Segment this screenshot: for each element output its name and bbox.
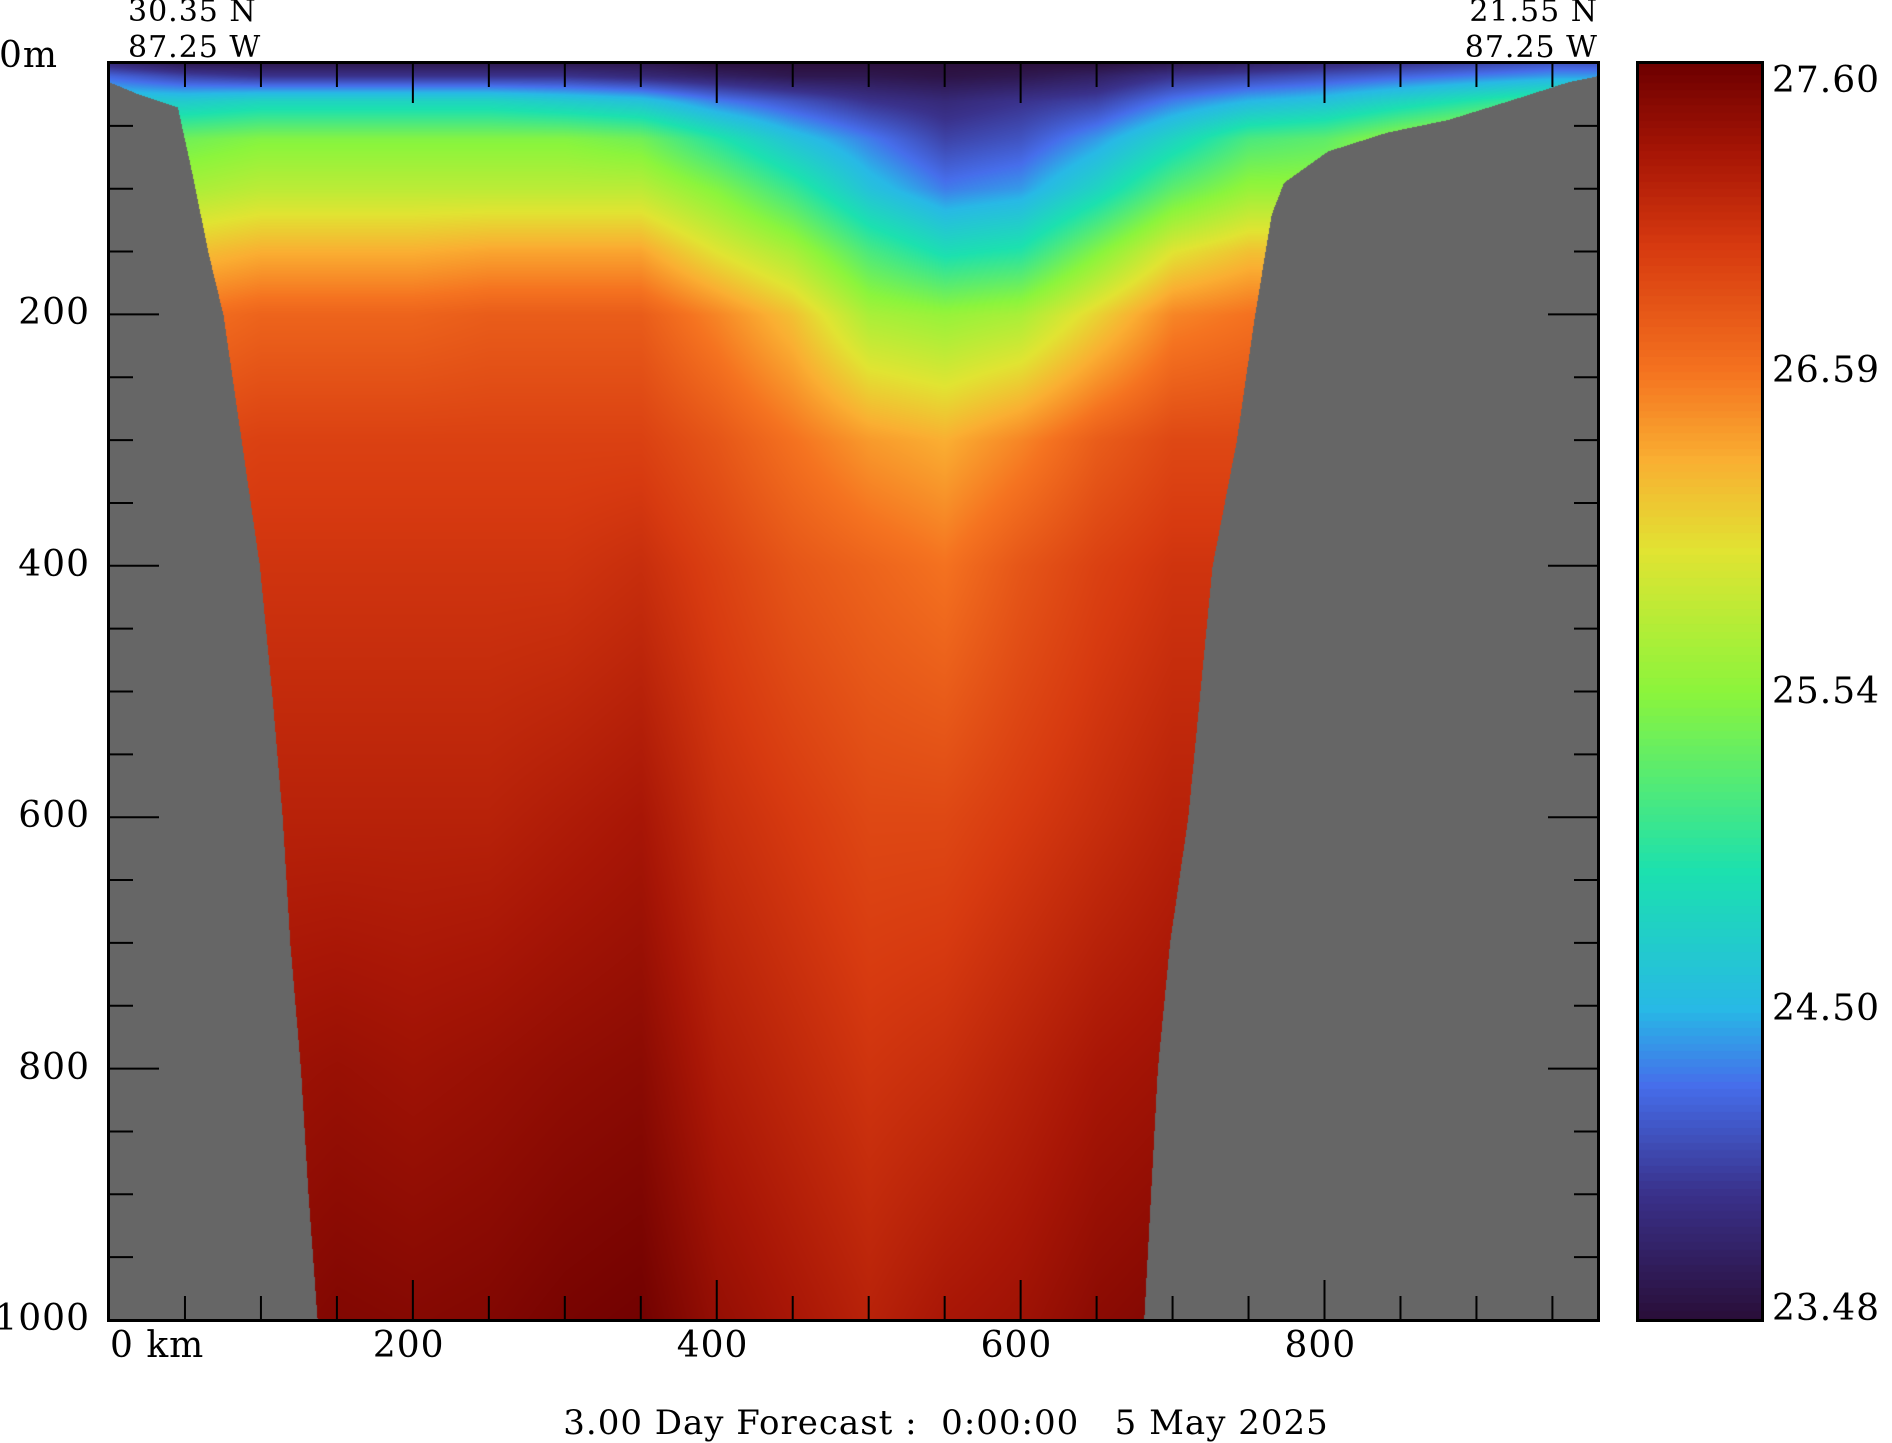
plot-frame bbox=[107, 61, 1600, 1322]
x-tick-label: 200 bbox=[372, 1325, 445, 1366]
y-tick-label: 0m bbox=[0, 35, 58, 76]
colorbar-tick-label: 24.50 bbox=[1772, 987, 1881, 1029]
y-tick-label: 200 bbox=[18, 292, 90, 334]
y-tick-label: 400 bbox=[18, 543, 90, 585]
colorbar-frame bbox=[1636, 61, 1764, 1322]
x-tick-label: 400 bbox=[676, 1325, 749, 1366]
start-lon-label: 87.25 W bbox=[128, 30, 262, 65]
start-lat-label: 30.35 N bbox=[128, 0, 257, 29]
colorbar-tick-label: 23.48 bbox=[1772, 1288, 1881, 1329]
chart-title: 3.00 Day Forecast : 0:00:00 5 May 2025 bbox=[563, 1403, 1329, 1443]
end-lon-label: 87.25 W bbox=[1464, 30, 1598, 65]
end-lat-label: 21.55 N bbox=[1469, 0, 1598, 29]
x-tick-label: 600 bbox=[980, 1325, 1053, 1366]
colorbar-gradient bbox=[1638, 63, 1762, 1320]
colorbar-tick-label: 26.59 bbox=[1772, 350, 1881, 392]
x-tick-label: 0 km bbox=[110, 1325, 205, 1366]
x-tick-label: 800 bbox=[1284, 1325, 1357, 1366]
colorbar-tick-label: 25.54 bbox=[1772, 670, 1881, 712]
temperature-section-heatmap bbox=[109, 63, 1598, 1320]
y-tick-label: 600 bbox=[18, 795, 90, 837]
y-tick-label: 1000 bbox=[0, 1298, 90, 1339]
colorbar-tick-label: 27.60 bbox=[1772, 60, 1881, 101]
y-tick-label: 800 bbox=[18, 1046, 90, 1088]
